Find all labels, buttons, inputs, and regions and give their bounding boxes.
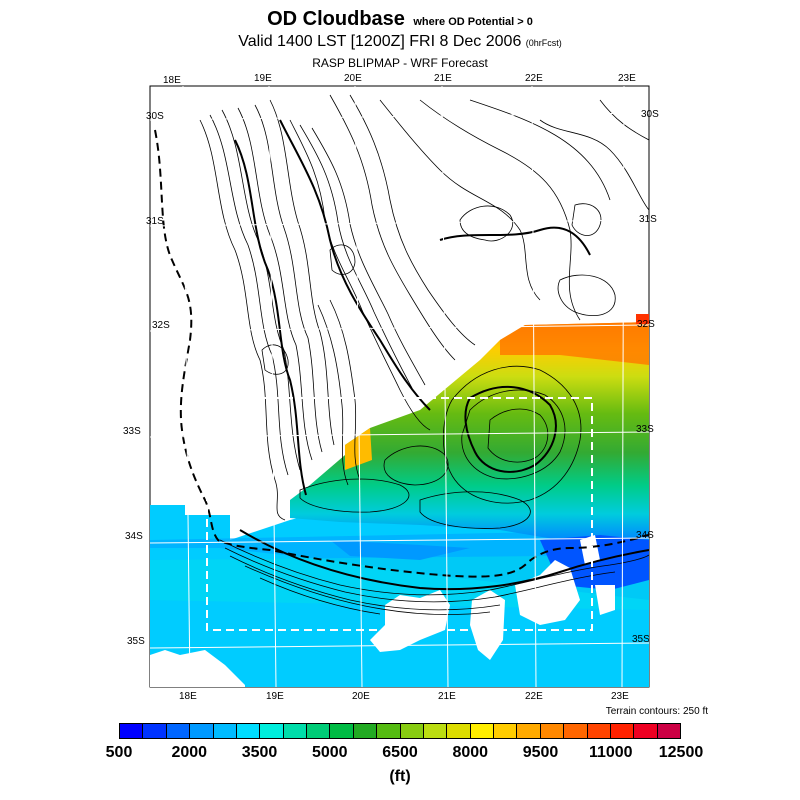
lon-label-bottom: 23E [611, 691, 629, 702]
orange-patch [345, 428, 372, 470]
colorbar-swatch [213, 724, 237, 738]
colorbar-tick-label: 6500 [382, 744, 418, 761]
colorbar-swatch [307, 724, 331, 738]
lat-label-right: 33S [636, 424, 654, 435]
colorbar-tick-label: 500 [105, 744, 133, 761]
colorbar-swatch [330, 724, 354, 738]
colorbar-tick-label: 3500 [241, 744, 278, 761]
no-data-areas [150, 535, 615, 687]
terrain-contours [199, 94, 649, 616]
colorbar-swatch [470, 724, 494, 738]
colorbar-tick-label: 8000 [452, 744, 489, 761]
lon-label-bottom: 20E [352, 691, 370, 702]
title-main: OD Cloudbase [267, 8, 405, 30]
colorbar-swatch [143, 724, 167, 738]
lat-label-right: 34S [636, 530, 654, 541]
lat-label-right: 32S [637, 319, 655, 330]
title-qualifier: where OD Potential > 0 [413, 16, 533, 28]
lon-label-top: 18E [163, 75, 181, 86]
lat-label-right: 30S [641, 109, 659, 120]
colorbar-swatch [190, 724, 214, 738]
lat-label-left: 32S [152, 320, 170, 331]
inner-domain-box [206, 397, 593, 631]
major-terrain-contours [234, 119, 649, 591]
coastline [154, 129, 649, 578]
peak-cell [636, 314, 649, 324]
colorbar-swatch [166, 724, 191, 738]
colorbar-tick-label: 5000 [311, 744, 348, 761]
colorbar-tick-label: 12500 [658, 744, 704, 761]
lat-label-left: 31S [146, 216, 164, 227]
colorbar-swatch [587, 724, 611, 738]
blue-patch [330, 540, 470, 560]
lon-label-top: 23E [618, 73, 636, 84]
map-title: OD Cloudbase where OD Potential > 0 [0, 8, 800, 31]
valid-time-text: Valid 1400 LST [1200Z] FRI 8 Dec 2006 [238, 33, 522, 50]
lon-label-top: 22E [525, 73, 543, 84]
colorbar-swatch [657, 724, 680, 738]
colorbar-swatch [236, 724, 261, 738]
colorbar-swatch [447, 724, 471, 738]
lat-label-left: 35S [127, 636, 145, 647]
land-cloudbase-field [290, 322, 649, 540]
lat-label-left: 30S [146, 111, 164, 122]
lat-label-left: 34S [125, 531, 143, 542]
colorbar-swatch [634, 724, 658, 738]
colorbar [119, 723, 681, 739]
colorbar-swatch [283, 724, 307, 738]
colorbar-tick-label: 9500 [522, 744, 559, 761]
lat-label-right: 35S [632, 634, 650, 645]
high-cloudbase-zone [500, 322, 649, 365]
colorbar-unit: (ft) [389, 768, 411, 785]
colorbar-swatch [540, 724, 565, 738]
colorbar-tick-label: 2000 [171, 744, 208, 761]
colorbar-swatch [353, 724, 378, 738]
colorbar-tick-label: 11000 [588, 744, 633, 761]
colorbar-swatch [564, 724, 588, 738]
colorbar-swatch [517, 724, 541, 738]
lon-label-bottom: 18E [179, 691, 197, 702]
lon-label-top: 20E [344, 73, 362, 84]
colorbar-swatch [610, 724, 635, 738]
colorbar-swatch [423, 724, 448, 738]
graticule [150, 86, 649, 687]
lon-label-top: 21E [434, 73, 452, 84]
terrain-contour-note: Terrain contours: 250 ft [605, 706, 708, 717]
forecast-source: RASP BLIPMAP - WRF Forecast [312, 56, 488, 70]
lat-label-left: 33S [123, 426, 141, 437]
lon-label-bottom: 19E [266, 691, 284, 702]
lat-label-right: 31S [639, 214, 657, 225]
valid-time: Valid 1400 LST [1200Z] FRI 8 Dec 2006 (0… [0, 33, 800, 51]
lon-label-top: 19E [254, 73, 272, 84]
colorbar-swatch [260, 724, 284, 738]
forecast-hour: (0hrFcst) [525, 38, 562, 48]
lon-label-bottom: 22E [525, 691, 543, 702]
colorbar-swatch [494, 724, 518, 738]
colorbar-swatch [377, 724, 401, 738]
lon-label-bottom: 21E [438, 691, 456, 702]
colorbar-swatch [120, 724, 144, 738]
colorbar-swatch [400, 724, 424, 738]
